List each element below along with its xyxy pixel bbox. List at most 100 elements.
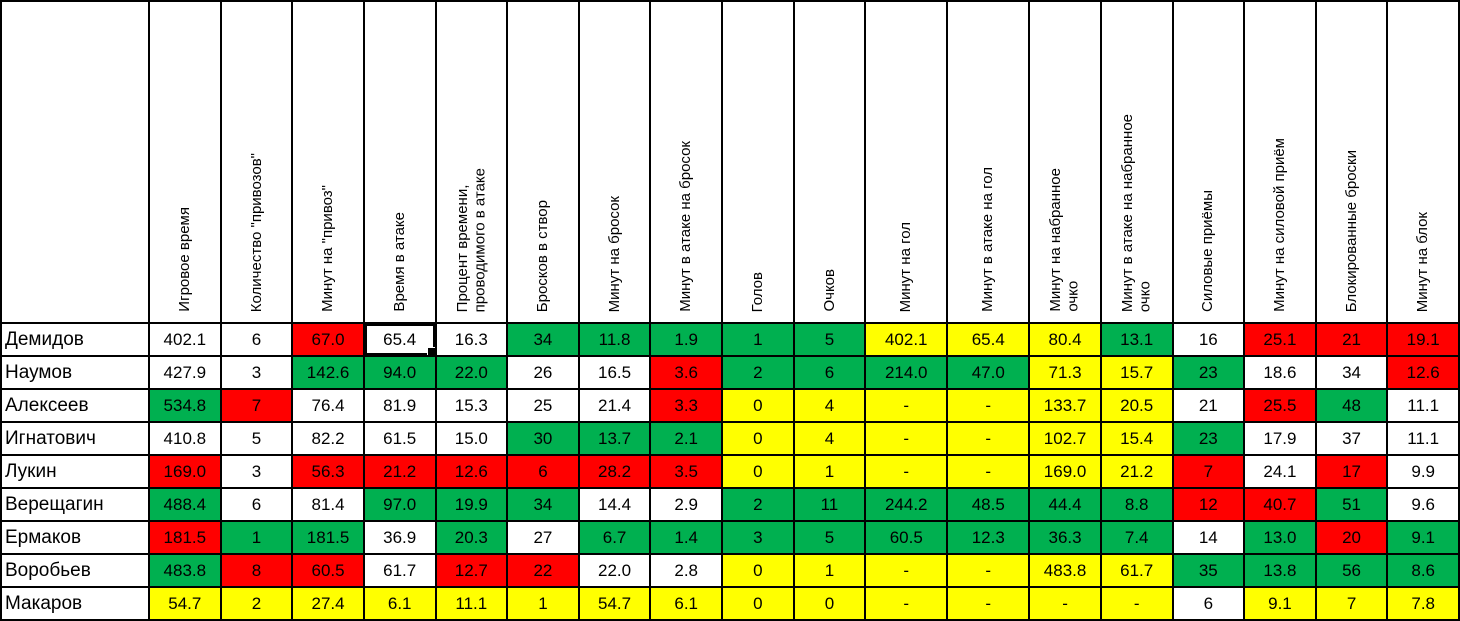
- stat-cell[interactable]: 3: [721, 520, 795, 555]
- column-header-9[interactable]: Голов: [721, 0, 795, 324]
- stat-cell[interactable]: 2.1: [649, 421, 723, 456]
- stat-cell[interactable]: 61.7: [1099, 553, 1174, 588]
- stat-cell[interactable]: 9.1: [1243, 586, 1317, 621]
- stat-cell[interactable]: 16.5: [577, 355, 652, 390]
- stat-cell[interactable]: 80.4: [1028, 322, 1102, 357]
- stat-cell[interactable]: 2.8: [649, 553, 723, 588]
- stat-cell[interactable]: 0: [721, 454, 795, 489]
- stat-cell[interactable]: 1: [721, 322, 795, 357]
- stat-cell[interactable]: 12.6: [434, 454, 509, 489]
- stat-cell[interactable]: 0: [721, 421, 795, 456]
- stat-cell[interactable]: 14.4: [577, 487, 652, 522]
- player-name-cell[interactable]: Алексеев: [0, 388, 150, 423]
- stat-cell[interactable]: 20.5: [1099, 388, 1174, 423]
- stat-cell[interactable]: 7: [1314, 586, 1389, 621]
- stat-cell[interactable]: 6.1: [649, 586, 723, 621]
- active-cell[interactable]: 65.4: [362, 322, 437, 357]
- stat-cell[interactable]: 7: [1171, 454, 1246, 489]
- column-header-11[interactable]: Минут на гол: [864, 0, 949, 324]
- stat-cell[interactable]: 34: [506, 322, 580, 357]
- column-header-15[interactable]: Силовые приёмы: [1171, 0, 1246, 324]
- stat-cell[interactable]: 34: [506, 487, 580, 522]
- column-header-14[interactable]: Минут в атаке на набранное очко: [1099, 0, 1174, 324]
- stat-cell[interactable]: 1.4: [649, 520, 723, 555]
- column-header-13[interactable]: Минут на набранное очко: [1028, 0, 1102, 324]
- stat-cell[interactable]: 40.7: [1243, 487, 1317, 522]
- stat-cell[interactable]: 483.8: [1028, 553, 1102, 588]
- stat-cell[interactable]: 6: [219, 487, 294, 522]
- stat-cell[interactable]: 48.5: [946, 487, 1031, 522]
- stat-cell[interactable]: 25.1: [1243, 322, 1317, 357]
- player-name-cell[interactable]: Верещагин: [0, 487, 150, 522]
- stat-cell[interactable]: 16: [1171, 322, 1246, 357]
- stat-cell[interactable]: 2: [219, 586, 294, 621]
- player-name-cell[interactable]: Демидов: [0, 322, 150, 357]
- stat-cell[interactable]: 51: [1314, 487, 1389, 522]
- stat-cell[interactable]: -: [864, 388, 949, 423]
- stat-cell[interactable]: 61.7: [362, 553, 437, 588]
- stat-cell[interactable]: 30: [506, 421, 580, 456]
- stat-cell[interactable]: 13.8: [1243, 553, 1317, 588]
- stat-cell[interactable]: 142.6: [291, 355, 365, 390]
- stat-cell[interactable]: 133.7: [1028, 388, 1102, 423]
- stat-cell[interactable]: 8.8: [1099, 487, 1174, 522]
- stat-cell[interactable]: 60.5: [864, 520, 949, 555]
- stat-cell[interactable]: 22.0: [434, 355, 509, 390]
- stat-cell[interactable]: 19.1: [1386, 322, 1460, 357]
- stat-cell[interactable]: 76.4: [291, 388, 365, 423]
- stat-cell[interactable]: 65.4: [946, 322, 1031, 357]
- player-name-cell[interactable]: Игнатович: [0, 421, 150, 456]
- stat-cell[interactable]: -: [946, 586, 1031, 621]
- column-header-5[interactable]: Процент времени, проводимого в атаке: [434, 0, 509, 324]
- stat-cell[interactable]: 18.6: [1243, 355, 1317, 390]
- stat-cell[interactable]: 27.4: [291, 586, 365, 621]
- column-header-1[interactable]: Игровое время: [148, 0, 222, 324]
- stat-cell[interactable]: -: [864, 553, 949, 588]
- stat-cell[interactable]: 24.1: [1243, 454, 1317, 489]
- stat-cell[interactable]: 1.9: [649, 322, 723, 357]
- stat-cell[interactable]: 7.8: [1386, 586, 1460, 621]
- stat-cell[interactable]: 26: [506, 355, 580, 390]
- column-header-12[interactable]: Минут в атаке на гол: [946, 0, 1031, 324]
- stat-cell[interactable]: 23: [1171, 421, 1246, 456]
- stat-cell[interactable]: 21: [1171, 388, 1246, 423]
- stat-cell[interactable]: -: [1099, 586, 1174, 621]
- stat-cell[interactable]: 13.7: [577, 421, 652, 456]
- stat-cell[interactable]: 7: [219, 388, 294, 423]
- column-header-3[interactable]: Минут на "привоз": [291, 0, 365, 324]
- stat-cell[interactable]: 6: [506, 454, 580, 489]
- stat-cell[interactable]: 181.5: [291, 520, 365, 555]
- stat-cell[interactable]: 61.5: [362, 421, 437, 456]
- stat-cell[interactable]: -: [1028, 586, 1102, 621]
- column-header-2[interactable]: Количество "привозов": [219, 0, 294, 324]
- stat-cell[interactable]: 19.9: [434, 487, 509, 522]
- stat-cell[interactable]: 81.4: [291, 487, 365, 522]
- stat-cell[interactable]: 2: [721, 487, 795, 522]
- stat-cell[interactable]: 3.6: [649, 355, 723, 390]
- stat-cell[interactable]: 6: [1171, 586, 1246, 621]
- stat-cell[interactable]: 0: [721, 388, 795, 423]
- stat-cell[interactable]: 1: [506, 586, 580, 621]
- column-header-18[interactable]: Минут на блок: [1386, 0, 1460, 324]
- stat-cell[interactable]: 8: [219, 553, 294, 588]
- stat-cell[interactable]: 21.2: [1099, 454, 1174, 489]
- stat-cell[interactable]: 56.3: [291, 454, 365, 489]
- stat-cell[interactable]: 181.5: [148, 520, 222, 555]
- stat-cell[interactable]: 11.1: [1386, 421, 1460, 456]
- stat-cell[interactable]: 12.3: [946, 520, 1031, 555]
- stat-cell[interactable]: -: [864, 421, 949, 456]
- stat-cell[interactable]: 1: [792, 553, 867, 588]
- player-name-cell[interactable]: Воробьев: [0, 553, 150, 588]
- column-header-7[interactable]: Минут на бросок: [577, 0, 652, 324]
- stat-cell[interactable]: 14: [1171, 520, 1246, 555]
- stat-cell[interactable]: 102.7: [1028, 421, 1102, 456]
- stat-cell[interactable]: 67.0: [291, 322, 365, 357]
- corner-cell[interactable]: [0, 0, 150, 324]
- stat-cell[interactable]: 20: [1314, 520, 1389, 555]
- stat-cell[interactable]: 410.8: [148, 421, 222, 456]
- stat-cell[interactable]: -: [864, 454, 949, 489]
- column-header-17[interactable]: Блокированные броски: [1314, 0, 1389, 324]
- stat-cell[interactable]: 5: [792, 322, 867, 357]
- stat-cell[interactable]: 15.3: [434, 388, 509, 423]
- stat-cell[interactable]: 9.6: [1386, 487, 1460, 522]
